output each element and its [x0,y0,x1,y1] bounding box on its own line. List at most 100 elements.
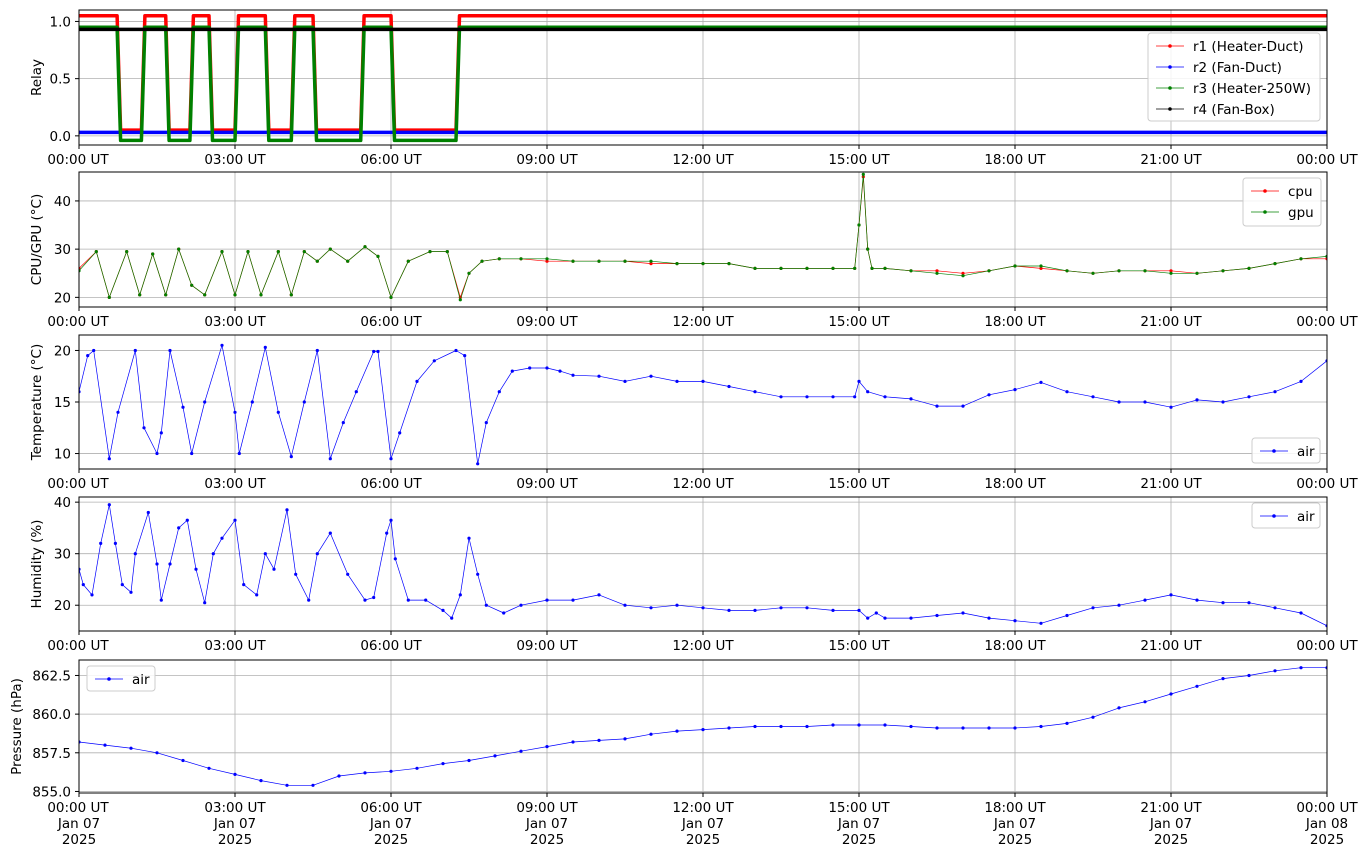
data-point [857,608,861,613]
data-point [376,254,380,258]
data-point [363,771,367,775]
data-point [463,354,467,358]
y-tick-label: 857.5 [32,746,71,762]
y-tick-label: 0.5 [50,72,71,88]
x-tick-date: Jan 07 [993,816,1036,832]
data-point [779,395,783,399]
data-point [203,293,207,297]
y-tick-label: 20 [54,290,71,306]
x-tick-label: 00:00 UT [47,314,109,330]
legend-label: r3 (Heater-250W) [1193,81,1311,97]
x-tick-label: 06:00 UT [360,314,422,330]
plot-frame [78,496,1328,632]
x-tick-year: 2025 [998,832,1032,848]
data-point [779,266,783,270]
data-point [467,536,471,540]
data-point [86,354,90,358]
data-point [1065,721,1069,726]
data-point [519,749,523,753]
data-point [701,728,705,732]
x-tick-label: 03:00 UT [204,638,266,654]
data-point [1221,601,1225,605]
data-point [272,567,276,571]
data-point [1039,264,1043,268]
x-tick-label: 00:00 UT [47,476,109,492]
y-tick-label: 10 [54,447,71,463]
data-point [363,598,367,602]
data-point [649,732,653,736]
data-point [545,598,549,602]
data-point [857,379,861,383]
data-point [1273,669,1277,673]
x-tick-label: 21:00 UT [1140,638,1202,654]
data-point [1195,598,1199,602]
data-point [328,457,332,461]
data-point [1169,692,1173,696]
data-point [1169,269,1173,273]
data-point [242,583,246,587]
data-point [623,737,627,741]
data-point [190,283,194,287]
data-point [701,262,705,266]
legend: air [1251,437,1321,464]
data-point [1221,269,1225,273]
legend-marker [1263,210,1267,214]
data-point [805,606,809,610]
x-tick-label: 12:00 UT [672,476,734,492]
data-point [133,552,137,556]
x-tick-label: 15:00 UT [828,152,890,168]
x-tick-label: 21:00 UT [1140,152,1202,168]
data-point [597,738,601,743]
data-point [805,724,809,729]
data-point [1013,726,1017,730]
legend: air [86,665,156,692]
data-point [935,271,939,275]
x-tick-year: 2025 [1154,832,1188,848]
data-point [1013,619,1017,623]
y-axis-label: Temperature (°C) [29,344,45,462]
legend-label: air [1297,444,1315,460]
x-tick-label: 03:00 UT [204,152,266,168]
plot-frame [78,9,1328,146]
data-point [372,595,376,600]
x-tick-label: 09:00 UT [516,638,578,654]
data-point [107,295,111,299]
data-point [987,269,991,273]
data-point [92,348,96,353]
data-point [406,259,410,263]
data-point [1039,266,1043,270]
x-tick-label: 12:00 UT [672,800,734,816]
data-point [961,611,965,615]
data-point [445,250,449,254]
data-point [168,562,172,566]
data-point [233,518,237,522]
data-point [1273,262,1277,266]
data-point [151,252,155,256]
x-tick-label: 12:00 UT [672,152,734,168]
data-point [866,616,870,620]
legend-marker [1263,189,1267,193]
data-point [675,379,679,383]
data-point [398,431,402,435]
x-tick-label: 21:00 UT [1140,476,1202,492]
data-point [177,526,181,530]
data-point [502,611,506,615]
x-tick-label: 18:00 UT [984,314,1046,330]
data-point [315,259,319,263]
data-point [853,266,857,270]
data-point [393,557,397,561]
data-point [649,259,653,263]
data-point [372,349,376,354]
data-point [623,603,627,607]
data-point [346,572,350,576]
y-tick-label: 1.0 [50,14,71,30]
y-tick-label: 20 [54,343,71,359]
data-point [233,772,237,777]
data-point [441,762,445,766]
data-point [185,518,189,522]
series-group [79,503,1327,628]
x-tick-label: 15:00 UT [828,476,890,492]
data-point [432,359,436,363]
data-point [194,567,198,571]
